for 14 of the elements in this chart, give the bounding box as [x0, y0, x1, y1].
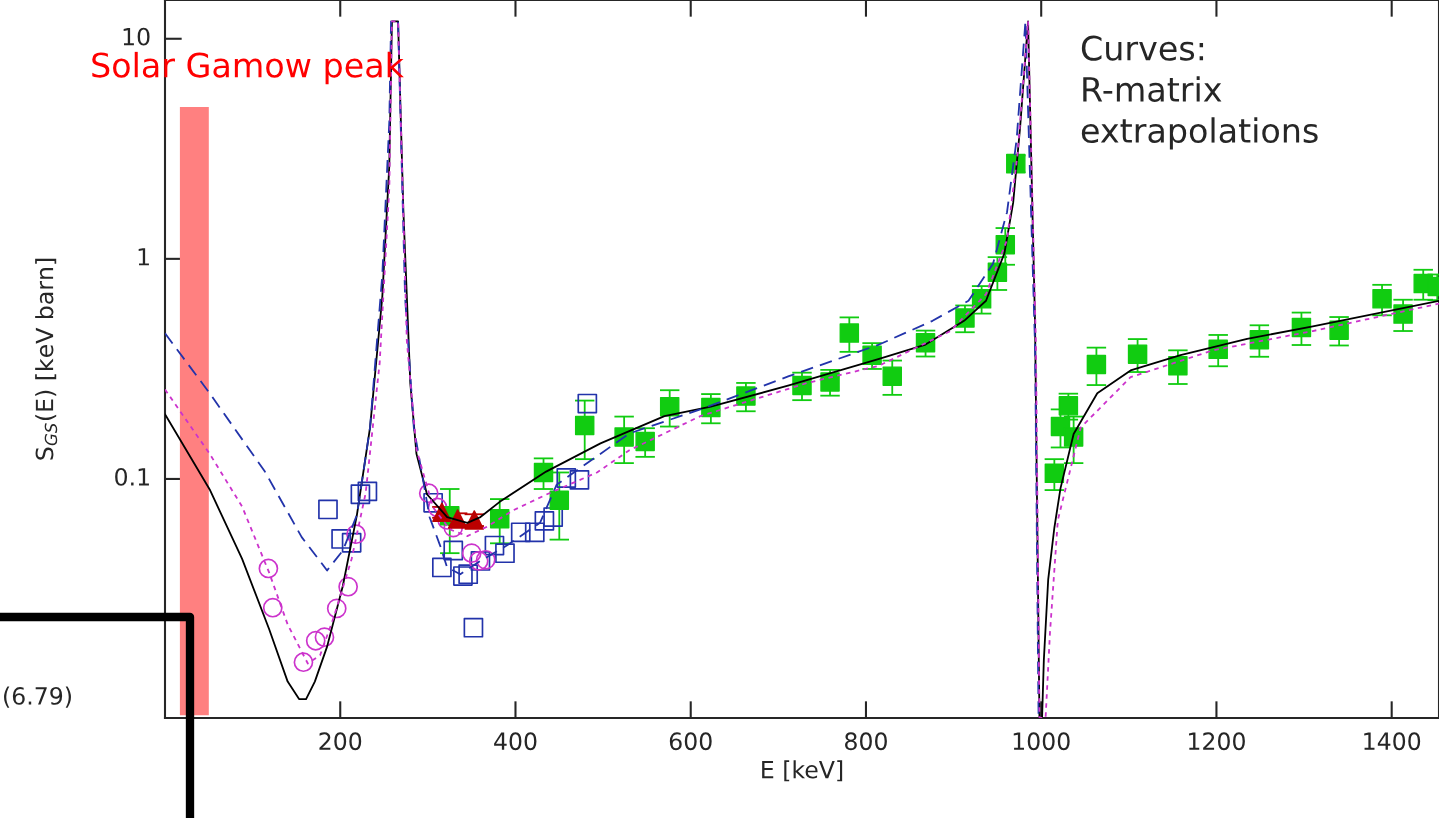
x-tick-label: 200 — [319, 732, 362, 751]
x-tick-label: 1200 — [1188, 732, 1245, 751]
text: (6.79) — [4, 686, 71, 708]
x-tick-label: 600 — [669, 732, 712, 751]
x-tick-label: 1000 — [1013, 732, 1070, 751]
y-tick-label: 10 — [123, 27, 150, 46]
y-tick-label: 0.1 — [115, 467, 149, 486]
x-tick-label: 800 — [845, 732, 887, 751]
x-axis-title: E [keV] — [762, 760, 843, 782]
y-axis-title: S$_{GS}$(E) [keV barn] — [35, 258, 58, 460]
annotation: Curves: R-matrix extrapolations — [1081, 35, 1318, 150]
x-tick-label: 1400 — [1364, 732, 1421, 751]
y-tick-label: 1 — [138, 248, 149, 266]
x-tick-label: 400 — [494, 732, 537, 751]
